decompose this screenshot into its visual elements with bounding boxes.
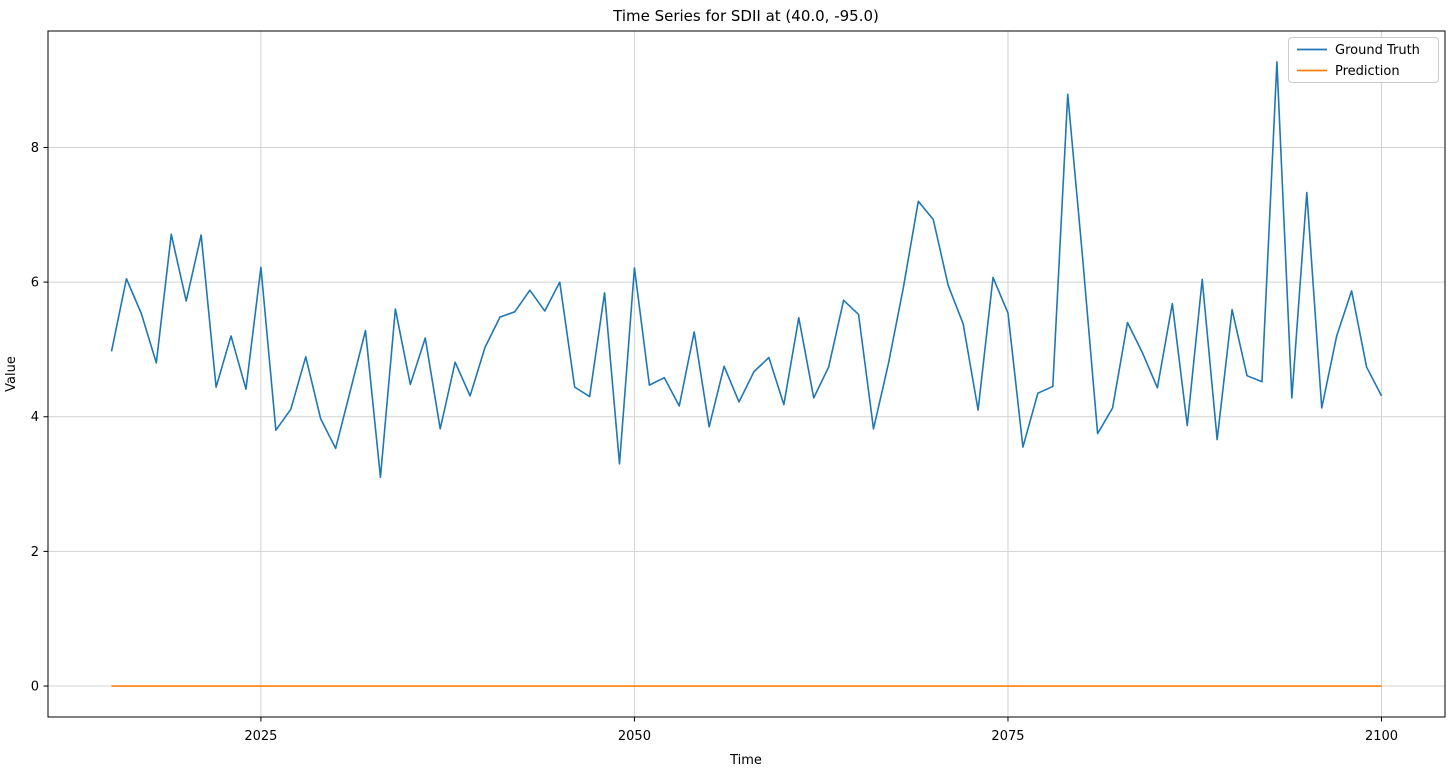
axis-ticks: 2025 2050 2075 2100 0 2 4 6 8 bbox=[31, 141, 1398, 744]
y-axis-label: Value bbox=[4, 356, 19, 392]
x-tick-label: 2050 bbox=[618, 729, 651, 744]
chart-title: Time Series for SDII at (40.0, -95.0) bbox=[612, 7, 879, 25]
y-tick-label: 4 bbox=[31, 410, 39, 425]
data-series bbox=[110, 61, 1383, 687]
legend-label-prediction: Prediction bbox=[1335, 64, 1400, 79]
y-tick-label: 8 bbox=[31, 141, 39, 156]
x-tick-label: 2100 bbox=[1365, 729, 1398, 744]
legend-label-ground-truth: Ground Truth bbox=[1335, 43, 1420, 58]
x-tick-label: 2025 bbox=[244, 729, 277, 744]
y-tick-label: 0 bbox=[31, 680, 39, 695]
y-tick-label: 2 bbox=[31, 545, 39, 560]
plot-border bbox=[47, 30, 1446, 718]
y-tick-label: 6 bbox=[31, 276, 39, 291]
gridlines bbox=[48, 31, 1445, 717]
x-tick-label: 2075 bbox=[991, 729, 1024, 744]
legend: Ground Truth Prediction bbox=[1288, 37, 1439, 83]
series-line-ground-truth bbox=[110, 61, 1383, 479]
x-axis-label: Time bbox=[729, 753, 762, 768]
